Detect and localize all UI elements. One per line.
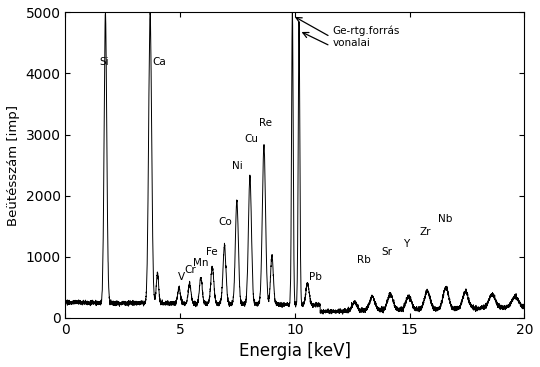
X-axis label: Energia [keV]: Energia [keV] <box>239 342 351 360</box>
Text: Rb: Rb <box>357 255 370 265</box>
Text: Sr: Sr <box>381 247 392 257</box>
Text: Mn: Mn <box>193 258 208 268</box>
Text: V: V <box>178 272 185 282</box>
Text: Nb: Nb <box>438 214 453 224</box>
Text: Y: Y <box>403 239 409 249</box>
Text: Re: Re <box>259 119 272 128</box>
Text: Si: Si <box>100 57 109 68</box>
Text: Ca: Ca <box>153 57 166 68</box>
Text: Ni: Ni <box>232 161 243 171</box>
Text: Cu: Cu <box>244 134 258 143</box>
Text: Cr: Cr <box>185 265 197 275</box>
Text: Fe: Fe <box>206 247 218 257</box>
Text: Zr: Zr <box>420 227 431 237</box>
Text: Ge-rtg.forrás
vonalai: Ge-rtg.forrás vonalai <box>333 26 400 48</box>
Text: Pb: Pb <box>309 272 322 282</box>
Text: Co: Co <box>218 217 232 227</box>
Y-axis label: Beütésszám [imp]: Beütésszám [imp] <box>7 105 20 226</box>
